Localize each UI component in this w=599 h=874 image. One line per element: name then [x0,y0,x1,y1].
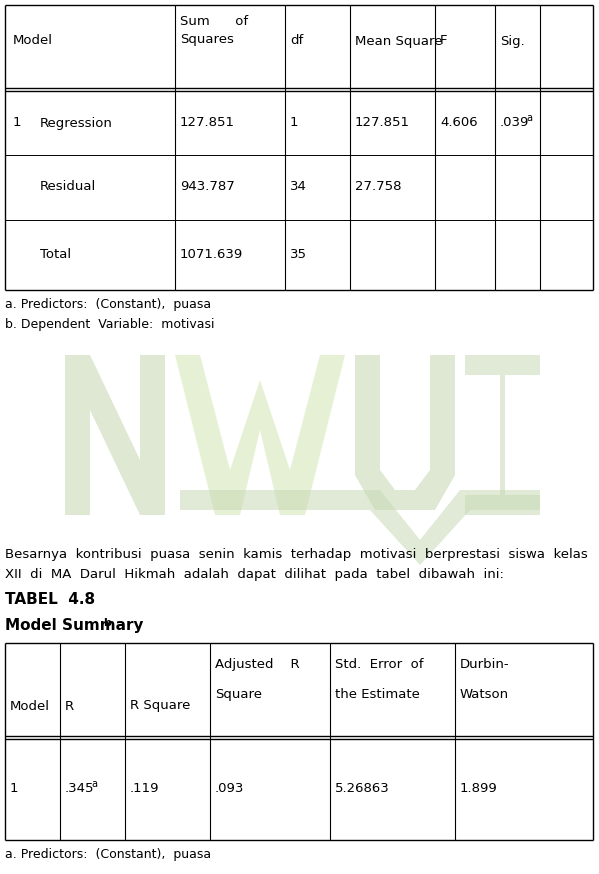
Text: R Square: R Square [130,699,190,712]
Text: 35: 35 [290,248,307,261]
Text: XII  di  MA  Darul  Hikmah  adalah  dapat  dilihat  pada  tabel  dibawah  ini:: XII di MA Darul Hikmah adalah dapat dili… [5,568,504,581]
Text: 1: 1 [290,116,298,129]
Text: the Estimate: the Estimate [335,688,420,701]
Text: Besarnya  kontribusi  puasa  senin  kamis  terhadap  motivasi  berprestasi  sisw: Besarnya kontribusi puasa senin kamis te… [5,548,588,561]
Text: .345: .345 [65,782,95,795]
Text: 27.758: 27.758 [355,181,401,193]
Text: Square: Square [215,688,262,701]
Text: R: R [65,699,74,712]
Text: a. Predictors:  (Constant),  puasa: a. Predictors: (Constant), puasa [5,848,211,861]
Polygon shape [465,355,540,515]
Text: .039: .039 [500,116,530,129]
Text: TABEL  4.8: TABEL 4.8 [5,592,95,607]
Polygon shape [355,355,455,510]
Text: Squares: Squares [180,33,234,46]
Text: Model: Model [10,699,50,712]
Text: Watson: Watson [460,688,509,701]
Polygon shape [180,490,540,565]
Text: 4.606: 4.606 [440,116,477,129]
Text: b: b [103,618,111,628]
Text: F: F [440,34,447,47]
Text: .093: .093 [215,782,244,795]
Polygon shape [65,355,165,515]
Text: 127.851: 127.851 [355,116,410,129]
Text: a: a [91,779,97,789]
Text: 5.26863: 5.26863 [335,782,390,795]
Text: 1: 1 [10,782,19,795]
Text: 1071.639: 1071.639 [180,248,243,261]
Text: a. Predictors:  (Constant),  puasa: a. Predictors: (Constant), puasa [5,298,211,311]
Text: 127.851: 127.851 [180,116,235,129]
Text: Mean Square: Mean Square [355,34,443,47]
Text: b. Dependent  Variable:  motivasi: b. Dependent Variable: motivasi [5,318,214,331]
Text: Sig.: Sig. [500,34,525,47]
Text: Residual: Residual [40,181,96,193]
Text: 1: 1 [13,116,22,129]
Text: .119: .119 [130,782,159,795]
Text: Durbin-: Durbin- [460,658,510,671]
Text: Model: Model [13,34,53,47]
Text: Adjusted    R: Adjusted R [215,658,300,671]
Text: Sum      of: Sum of [180,15,248,28]
Text: Std.  Error  of: Std. Error of [335,658,423,671]
Text: 943.787: 943.787 [180,181,235,193]
Text: df: df [290,34,303,47]
Text: 1.899: 1.899 [460,782,498,795]
Text: Model Summary: Model Summary [5,618,144,633]
Polygon shape [175,355,345,515]
Text: Total: Total [40,248,71,261]
Text: Regression: Regression [40,116,113,129]
Text: a: a [526,113,532,123]
Text: 34: 34 [290,181,307,193]
